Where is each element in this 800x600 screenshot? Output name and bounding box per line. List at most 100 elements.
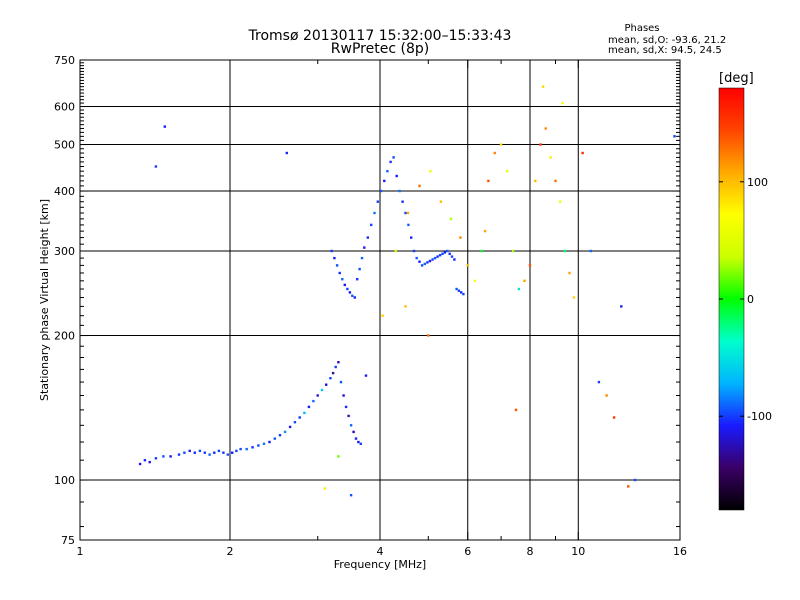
colorbar-tick-label: 0 [747, 293, 754, 306]
data-point [366, 236, 369, 239]
data-point [307, 405, 311, 409]
data-point [563, 249, 567, 253]
y-tick-label: 750 [54, 54, 75, 67]
data-point [395, 174, 398, 178]
data-point [339, 380, 343, 384]
data-point [420, 264, 424, 267]
data-point [394, 249, 397, 253]
data-point [412, 249, 416, 253]
data-point [331, 371, 335, 375]
data-point [312, 399, 315, 403]
data-point [581, 151, 584, 155]
data-point [612, 416, 616, 419]
data-point [357, 440, 360, 444]
data-point [217, 449, 221, 453]
data-point [337, 361, 340, 364]
data-point [251, 446, 254, 449]
data-point [154, 165, 158, 168]
data-point [333, 256, 336, 260]
data-point [346, 287, 349, 291]
x-tick-label: 2 [227, 545, 234, 558]
data-point [436, 255, 439, 258]
x-tick-label: 10 [571, 545, 585, 558]
data-point [285, 151, 288, 155]
data-point [539, 143, 542, 146]
y-tick-label: 400 [54, 185, 75, 198]
phase-info-o-mode: mean, sd,O: -93.6, 21.2 [608, 35, 726, 46]
data-point [347, 414, 350, 418]
data-point [288, 425, 292, 429]
data-point [401, 200, 404, 203]
data-point [226, 453, 229, 456]
data-point [480, 249, 483, 253]
data-point [359, 442, 362, 445]
data-point [329, 377, 332, 380]
x-axis-ticks: 1 2 4 6 8 10 16 [77, 60, 687, 558]
data-point [169, 455, 172, 458]
data-point [208, 453, 211, 456]
data-point [343, 283, 346, 287]
data-point [143, 459, 147, 462]
x-tick-label: 1 [77, 545, 84, 558]
data-point [438, 254, 442, 257]
colorbar-tick-label: 100 [747, 176, 768, 189]
data-point [460, 291, 463, 294]
grid-lines [80, 60, 680, 540]
data-point [360, 256, 364, 260]
data-point [177, 453, 181, 456]
data-point [231, 451, 234, 454]
phase-info-heading: Phases [624, 23, 659, 34]
data-point [383, 179, 386, 183]
data-point [188, 449, 191, 453]
data-point [455, 287, 458, 291]
data-point [443, 251, 447, 254]
data-point [633, 478, 637, 482]
data-point [373, 211, 376, 215]
data-point [541, 85, 545, 88]
data-point [431, 258, 434, 261]
data-point [439, 200, 443, 203]
data-point [415, 256, 418, 260]
data-point [448, 252, 451, 255]
data-point [407, 223, 410, 227]
data-point [427, 334, 430, 337]
data-point [283, 430, 287, 434]
data-point [418, 260, 421, 263]
data-point [348, 291, 352, 294]
data-point [162, 455, 165, 458]
data-point [278, 434, 282, 437]
data-point [376, 200, 379, 203]
data-point [203, 451, 206, 454]
data-point [392, 156, 395, 159]
data-point [450, 255, 454, 258]
y-tick-label: 300 [54, 245, 75, 258]
data-point [320, 388, 324, 392]
data-point [148, 460, 151, 464]
data-point [483, 229, 487, 233]
y-axis-ticks: 75 100 200 300 400 500 600 750 [54, 54, 680, 547]
data-point [673, 135, 676, 138]
data-point [473, 279, 476, 282]
data-point [344, 405, 348, 409]
data-point [356, 278, 359, 281]
data-point [353, 296, 356, 299]
chart-subtitle: RwPretec (8p) [331, 41, 429, 57]
data-point [528, 264, 532, 267]
data-point [404, 305, 407, 308]
data-point [549, 156, 552, 159]
data-point [523, 279, 526, 282]
data-point [352, 430, 355, 434]
data-point [363, 246, 366, 249]
data-point [316, 394, 319, 397]
x-axis-label: Frequency [MHz] [334, 558, 426, 571]
data-point [514, 408, 518, 412]
x-tick-label: 6 [464, 545, 471, 558]
data-point [364, 374, 368, 377]
phase-info-x-mode: mean, sd,X: 94.5, 24.5 [608, 45, 722, 56]
data-point [554, 179, 557, 183]
data-point [245, 447, 248, 451]
data-point [325, 383, 328, 386]
data-point [404, 211, 407, 215]
data-point [298, 416, 301, 419]
data-point [487, 179, 490, 183]
